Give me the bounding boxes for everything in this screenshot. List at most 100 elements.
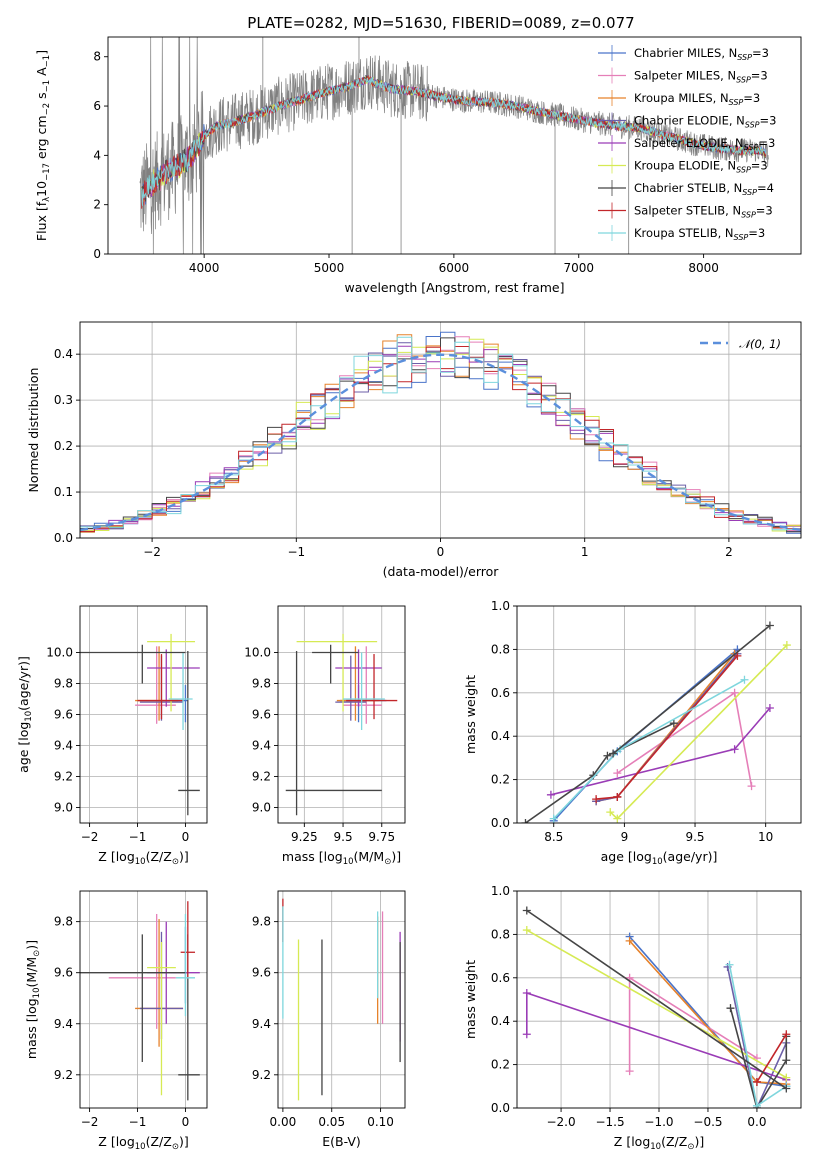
series-point-krou_stelib (549, 814, 558, 823)
errorbar-group (282, 898, 401, 1101)
x-tick-label: 0 (182, 830, 190, 844)
x-tick-label: 4000 (189, 261, 220, 275)
y-axis-label: Flux [fλ10−17 erg cm−2 s−1 A−1] (34, 50, 52, 241)
y-tick-label: 9.6 (252, 708, 271, 722)
series-line-chab_stelib (526, 909, 787, 1090)
y-tick-label: 0.0 (491, 816, 510, 830)
series-point-chab_stelib (782, 1084, 791, 1093)
x-tick-label: −0.5 (693, 1115, 722, 1129)
series-line-chab_elodie (726, 966, 788, 1108)
series-point-salp_stelib (752, 1077, 761, 1086)
x-tick-label: −1.5 (595, 1115, 624, 1129)
y-tick-label: 6 (93, 99, 101, 113)
legend-label-normal: 𝒩(0, 1) (739, 337, 781, 351)
series-point-salp_elodie (522, 988, 531, 997)
errorbar-group (80, 633, 200, 816)
x-tick-label: 9.25 (291, 830, 318, 844)
y-tick-label: 9.0 (54, 801, 73, 815)
series-point-salp_stelib (782, 1030, 791, 1039)
y-tick-label: 0.8 (491, 642, 510, 656)
series-group (522, 906, 791, 1108)
y-tick-label: 9.6 (252, 966, 271, 980)
x-tick-label: 5000 (314, 261, 345, 275)
x-tick-label: 8000 (688, 261, 719, 275)
y-tick-label: 0.6 (491, 686, 510, 700)
plots-layer: Chabrier MILES, NSSP=3 Salpeter MILES, NS… (16, 36, 802, 1152)
series-point-krou_elodie (606, 808, 615, 817)
model-spectrum-line-krou_stelib (141, 77, 767, 206)
x-axis-label: Z [log10(Z/Z⊙)] (98, 1134, 188, 1152)
x-tick-label: 7000 (563, 261, 594, 275)
series-point-salp_stelib (592, 795, 601, 804)
x-tick-label: 9.5 (685, 830, 704, 844)
y-tick-label: 9.8 (252, 677, 271, 691)
legend-label: Salpeter MILES, NSSP=3 (634, 69, 768, 85)
series-line-chab_stelib (612, 624, 771, 755)
y-tick-label: 10.0 (244, 646, 271, 660)
x-axis-label: mass [log10(M/M⊙)] (282, 849, 401, 867)
x-axis-label: Z [log10(Z/Z⊙)] (98, 849, 188, 867)
x-axis-label: Z [log10(Z/Z⊙)] (614, 1134, 704, 1152)
y-tick-label: 8 (93, 50, 101, 64)
y-tick-label: 9.8 (54, 915, 73, 929)
x-tick-label: 0 (182, 1115, 190, 1129)
series-point-chab_stelib (609, 749, 618, 758)
legend-label: Salpeter ELODIE, NSSP=3 (634, 136, 775, 152)
axes-frame (277, 890, 406, 1109)
series-line-chab_stelib (525, 722, 675, 823)
x-axis-label: (data-model)/error (383, 564, 500, 579)
y-tick-label: 0 (93, 247, 101, 261)
y-tick-label: 9.6 (54, 708, 73, 722)
y-tick-label: 9.6 (54, 966, 73, 980)
y-tick-label: 4 (93, 148, 101, 162)
series-point-krou_elodie (782, 641, 791, 650)
x-axis-label: E(B-V) (322, 1134, 361, 1149)
series-point-krou_stelib (725, 960, 734, 969)
x-tick-label: 0.05 (318, 1115, 345, 1129)
series-point-chab_stelib (782, 1056, 791, 1065)
errorbar-group (285, 633, 398, 816)
series-point-salp_miles (613, 769, 622, 778)
axes-frame (516, 605, 802, 824)
y-axis-label: Normed distribution (26, 368, 41, 493)
x-axis-label: wavelength [Angstrom, rest frame] (344, 280, 564, 295)
spectrum-data-group (139, 37, 769, 254)
y-tick-label: 0.8 (491, 927, 510, 941)
y-axis-label: mass weight (463, 960, 478, 1039)
spectrum-legend: Chabrier MILES, NSSP=3 Salpeter MILES, NS… (598, 45, 776, 242)
series-point-chab_stelib (603, 751, 612, 760)
x-tick-label: 1 (581, 545, 589, 559)
legend-label: Chabrier STELIB, NSSP=4 (634, 181, 774, 197)
series-point-salp_elodie (765, 703, 774, 712)
y-tick-label: 0.6 (491, 971, 510, 985)
x-tick-label: 0 (437, 545, 445, 559)
y-tick-label: 1.0 (491, 599, 510, 613)
y-tick-label: 9.4 (252, 1017, 271, 1031)
y-tick-label: 0.4 (54, 347, 73, 361)
series-point-krou_stelib (740, 675, 749, 684)
histogram-group (80, 331, 801, 537)
series-point-salp_miles (730, 688, 739, 697)
legend-label: Kroupa ELODIE, NSSP=3 (634, 159, 768, 175)
x-tick-label: −1 (129, 1115, 147, 1129)
series-point-chab_stelib (765, 621, 774, 630)
x-tick-label: −2 (81, 1115, 99, 1129)
axes-frame (79, 890, 208, 1109)
y-tick-label: 9.2 (54, 1068, 73, 1082)
y-tick-label: 0.4 (491, 1014, 510, 1028)
x-tick-label: −2 (143, 545, 161, 559)
legend-label: Chabrier MILES, NSSP=3 (634, 46, 769, 62)
series-point-krou_stelib (752, 1101, 761, 1108)
x-tick-label: −1.0 (644, 1115, 673, 1129)
observed-spectrum-line (139, 37, 769, 254)
series-point-salp_elodie (546, 790, 555, 799)
y-tick-label: 9.8 (54, 677, 73, 691)
y-tick-label: 9.2 (252, 770, 271, 784)
series-point-salp_elodie (730, 745, 739, 754)
histogram-step-krou_stelib (80, 336, 801, 534)
x-tick-label: −2 (81, 830, 99, 844)
series-point-chab_stelib (726, 1004, 735, 1013)
y-tick-label: 9.8 (252, 915, 271, 929)
